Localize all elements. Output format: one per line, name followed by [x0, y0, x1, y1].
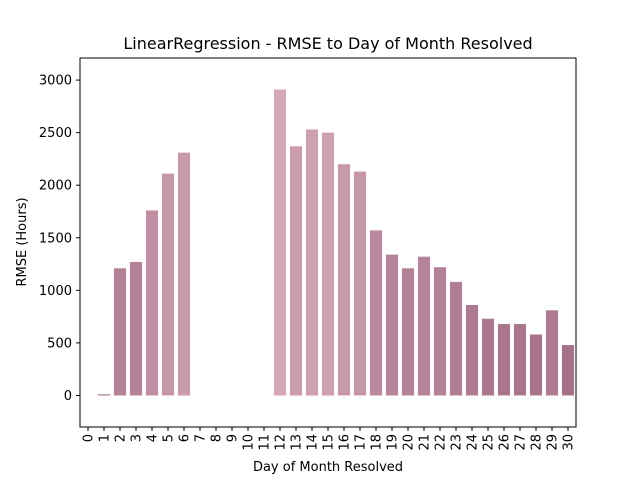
bar-day-17: [353, 171, 367, 396]
x-tick-label: 24: [466, 434, 481, 451]
x-tick-label: 30: [562, 434, 577, 451]
bar-day-15: [321, 132, 335, 396]
y-axis: 0 500 1000 1500 2000 2500 3000: [39, 74, 80, 404]
bar-day-21: [417, 256, 431, 396]
bar-day-30: [561, 345, 575, 396]
bar-day-23: [449, 281, 463, 396]
x-tick-label: 8: [210, 434, 225, 442]
plot-frame: [79, 57, 577, 428]
bar-day-1: [97, 394, 111, 396]
x-tick-label: 25: [482, 434, 497, 451]
bar-day-20: [401, 268, 415, 396]
x-tick-label: 11: [258, 434, 273, 451]
bar-day-27: [513, 323, 527, 396]
bar-day-26: [497, 323, 511, 396]
bar-day-13: [289, 146, 303, 396]
bar-day-28: [529, 334, 543, 396]
x-tick-label: 22: [434, 434, 449, 451]
bar-day-24: [465, 305, 479, 396]
bar-day-19: [385, 254, 399, 396]
x-tick-label: 14: [306, 434, 321, 451]
y-tick-label: 1500: [39, 231, 72, 246]
x-tick-label: 17: [354, 434, 369, 451]
bar-day-16: [337, 164, 351, 396]
x-tick-label: 13: [290, 434, 305, 451]
x-tick-label: 20: [402, 434, 417, 451]
x-tick-label: 6: [178, 434, 193, 442]
bar-group: [97, 89, 575, 396]
y-axis-label: RMSE (Hours): [15, 197, 30, 286]
x-axis: 0 1 2 3 4 5 6 7 8 9 10 11 12 13 14 15 16 17 18 19 20 21 22 23 24…: [82, 427, 577, 451]
x-tick-label: 19: [386, 434, 401, 451]
x-tick-label: 16: [338, 434, 353, 451]
x-tick-label: 9: [226, 434, 241, 442]
x-axis-label: Day of Month Resolved: [253, 460, 403, 475]
bar-day-4: [145, 210, 159, 396]
x-tick-label: 23: [450, 434, 465, 451]
x-tick-label: 21: [418, 434, 433, 451]
bar-day-14: [305, 129, 319, 396]
bar-day-2: [113, 268, 127, 396]
x-tick-label: 15: [322, 434, 337, 451]
x-tick-label: 10: [242, 434, 257, 451]
chart-title: LinearRegression - RMSE to Day of Month …: [123, 34, 532, 53]
x-tick-label: 1: [98, 434, 113, 442]
x-tick-label: 2: [114, 434, 129, 442]
y-tick-label: 2000: [39, 179, 72, 194]
y-tick-label: 1000: [39, 284, 72, 299]
x-tick-label: 0: [82, 434, 97, 442]
y-tick-label: 2500: [39, 126, 72, 141]
y-tick-label: 3000: [39, 74, 72, 89]
bar-day-29: [545, 310, 559, 396]
bar-day-25: [481, 318, 495, 396]
x-tick-label: 12: [274, 434, 289, 451]
y-tick-label: 0: [64, 389, 72, 404]
x-tick-label: 3: [130, 434, 145, 442]
x-tick-label: 18: [370, 434, 385, 451]
bar-day-12: [273, 89, 287, 396]
x-tick-label: 29: [546, 434, 561, 451]
x-tick-label: 7: [194, 434, 209, 442]
bar-day-5: [161, 173, 175, 396]
bar-day-22: [433, 267, 447, 396]
x-tick-label: 27: [514, 434, 529, 451]
x-tick-label: 28: [530, 434, 545, 451]
x-tick-label: 4: [146, 434, 161, 442]
bar-day-18: [369, 230, 383, 396]
x-tick-label: 26: [498, 434, 513, 451]
bar-day-3: [129, 261, 143, 396]
bar-day-6: [177, 152, 191, 396]
x-tick-label: 5: [162, 434, 177, 442]
y-tick-label: 500: [47, 336, 72, 351]
